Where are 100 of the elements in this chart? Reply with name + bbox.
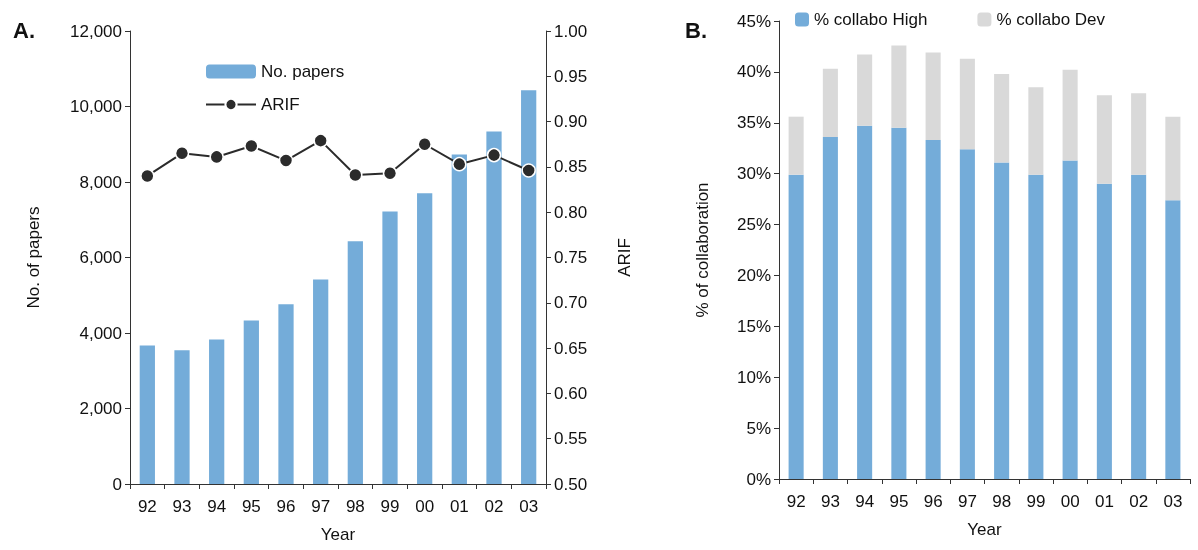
chart-title: B. bbox=[685, 17, 707, 43]
point bbox=[244, 138, 259, 154]
bar bbox=[1062, 69, 1078, 161]
y2-tick-label: 0.55 bbox=[554, 429, 588, 449]
point bbox=[313, 133, 328, 148]
y-tick-label: 20% bbox=[736, 265, 771, 285]
bar bbox=[174, 350, 190, 484]
y-tick-label: 0 bbox=[112, 474, 122, 494]
bar bbox=[1028, 87, 1044, 175]
x-tick-label: 93 bbox=[820, 492, 840, 511]
x-tick-label: 01 bbox=[1094, 492, 1114, 511]
bar bbox=[139, 345, 155, 484]
legend-label: % collabo High bbox=[814, 10, 928, 29]
bar bbox=[1165, 116, 1181, 201]
bar bbox=[209, 339, 225, 484]
bar bbox=[1096, 95, 1112, 184]
bar bbox=[959, 149, 975, 479]
x-tick-label: 03 bbox=[519, 497, 539, 516]
x-tick-label: 01 bbox=[449, 497, 469, 516]
y-tick-label: 6,000 bbox=[79, 248, 122, 267]
x-tick-label: 95 bbox=[241, 497, 261, 516]
x-tick-label: 98 bbox=[345, 497, 365, 516]
y-tick-label: 5% bbox=[746, 418, 771, 438]
x-tick-label: 96 bbox=[923, 492, 943, 511]
bar bbox=[313, 279, 329, 484]
y2-tick-label: 0.80 bbox=[554, 202, 588, 222]
y2-tick-label: 0.50 bbox=[554, 474, 588, 494]
legend-label: ARIF bbox=[261, 95, 300, 114]
y-axis-title: % of collaboration bbox=[693, 182, 712, 318]
bar bbox=[994, 162, 1010, 479]
y2-tick-label: 0.85 bbox=[554, 157, 588, 177]
y-tick-label: 15% bbox=[736, 316, 771, 336]
bar bbox=[891, 45, 907, 128]
y2-tick-label: 0.65 bbox=[554, 338, 588, 358]
x-tick-label: 97 bbox=[311, 497, 331, 516]
x-tick-label: 99 bbox=[380, 497, 400, 516]
point bbox=[348, 167, 363, 183]
y2-tick-label: 0.95 bbox=[554, 66, 588, 86]
x-tick-label: 02 bbox=[1129, 492, 1149, 511]
point bbox=[382, 166, 398, 181]
point bbox=[452, 156, 467, 172]
point bbox=[174, 146, 190, 161]
bar bbox=[788, 116, 804, 175]
y-tick-label: 12,000 bbox=[70, 21, 122, 41]
legend-label: % collabo Dev bbox=[996, 10, 1106, 29]
bar bbox=[1131, 93, 1147, 175]
bar bbox=[959, 58, 975, 150]
bar bbox=[994, 73, 1010, 163]
x-tick-label: 96 bbox=[276, 497, 296, 516]
point bbox=[417, 137, 432, 152]
x-tick-label: 03 bbox=[1163, 492, 1183, 511]
bar bbox=[347, 241, 363, 484]
bar bbox=[1062, 160, 1078, 479]
bar bbox=[521, 90, 537, 484]
bar bbox=[857, 54, 873, 126]
x-tick-label: 95 bbox=[889, 492, 909, 511]
legend-label: No. papers bbox=[261, 62, 345, 81]
y-tick-label: 4,000 bbox=[79, 323, 122, 343]
y2-tick-label: 0.75 bbox=[554, 248, 588, 267]
x-tick-label: 93 bbox=[172, 497, 192, 516]
point bbox=[209, 149, 224, 165]
y-tick-label: 10% bbox=[736, 367, 771, 387]
x-tick-label: 00 bbox=[415, 497, 435, 516]
y-tick-label: 25% bbox=[736, 215, 771, 235]
bar bbox=[451, 154, 467, 484]
point bbox=[486, 147, 502, 163]
y-tick-label: 40% bbox=[736, 62, 771, 82]
y-axis-title: No. of papers bbox=[24, 206, 43, 309]
bar bbox=[243, 320, 259, 484]
x-axis-title: Year bbox=[320, 525, 356, 544]
x-tick-label: 94 bbox=[855, 492, 875, 511]
y-tick-label: 2,000 bbox=[79, 399, 122, 418]
y-tick-label: 45% bbox=[736, 11, 771, 31]
y2-tick-label: 0.70 bbox=[554, 293, 588, 313]
bar bbox=[1028, 174, 1044, 479]
bar bbox=[417, 193, 433, 484]
chart-title: A. bbox=[13, 17, 35, 43]
y2-tick-label: 1.00 bbox=[554, 21, 588, 41]
y2-tick-label: 0.60 bbox=[554, 383, 588, 403]
bar bbox=[382, 211, 398, 484]
x-tick-label: 99 bbox=[1026, 492, 1046, 511]
x-tick-label: 98 bbox=[992, 492, 1012, 511]
x-axis-title: Year bbox=[967, 520, 1003, 539]
point bbox=[521, 163, 536, 178]
y-tick-label: 35% bbox=[736, 113, 771, 133]
bar bbox=[788, 174, 804, 479]
bar bbox=[822, 137, 838, 479]
point bbox=[278, 153, 294, 168]
bar bbox=[1165, 200, 1181, 479]
y2-tick-label: 0.90 bbox=[554, 112, 588, 132]
bar bbox=[925, 140, 941, 479]
bar bbox=[822, 68, 838, 138]
x-tick-label: 02 bbox=[484, 497, 504, 516]
y-tick-label: 0% bbox=[746, 469, 771, 489]
bar bbox=[891, 127, 907, 479]
x-tick-label: 00 bbox=[1060, 492, 1080, 511]
y2-axis-title: ARIF bbox=[615, 238, 634, 277]
x-tick-label: 92 bbox=[137, 497, 157, 516]
bar bbox=[1096, 183, 1112, 479]
y-tick-label: 10,000 bbox=[70, 97, 122, 116]
